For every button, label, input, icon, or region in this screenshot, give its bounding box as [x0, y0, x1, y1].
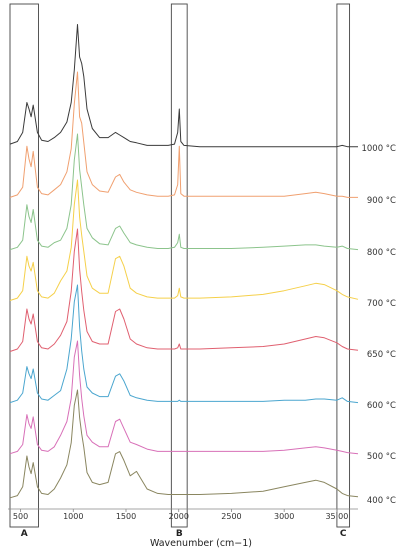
region-label-a: A — [21, 529, 28, 539]
series-label-0: 1000 °C — [361, 144, 396, 154]
series-line-1 — [9, 71, 358, 198]
x-axis-ticks: A B C 500 1000 1500 2000 2500 3000 35 00 — [13, 509, 348, 539]
series-line-6 — [9, 340, 359, 455]
series-line-2 — [9, 133, 359, 251]
series-label-5: 600 °C — [367, 401, 396, 411]
series-line-3 — [9, 179, 359, 301]
region-box-b — [170, 3, 188, 528]
series-label-1: 900 °C — [367, 196, 396, 206]
x-tick-label-6: 35 00 — [325, 512, 348, 521]
series-line-5 — [9, 284, 359, 404]
x-tick-label-2: 1500 — [116, 512, 136, 521]
spectra-series — [9, 24, 359, 499]
series-line-4 — [9, 228, 359, 352]
x-tick-label-4: 2500 — [221, 512, 241, 521]
series-label-3: 700 °C — [367, 299, 396, 309]
region-label-c: C — [340, 529, 347, 539]
x-tick-label-3: 2000 — [169, 512, 189, 521]
series-label-4: 650 °C — [367, 350, 396, 360]
x-tick-label-1: 1000 — [63, 512, 83, 521]
region-box-a — [9, 3, 39, 528]
series-temperature-labels: 1000 °C 900 °C 800 °C 700 °C 650 °C 600 °C 500… — [361, 144, 396, 506]
region-box-c — [336, 3, 351, 528]
series-label-6: 500 °C — [367, 452, 396, 462]
region-boxes — [9, 3, 351, 528]
x-tick-label-0: 500 — [13, 512, 28, 521]
series-label-2: 800 °C — [367, 248, 396, 258]
series-line-7 — [9, 389, 359, 499]
x-tick-label-5: 3000 — [274, 512, 294, 521]
region-label-b: B — [176, 529, 183, 539]
x-axis-title: Wavenumber (cm−1) — [150, 538, 252, 549]
series-label-7: 400 °C — [367, 496, 396, 506]
series-line-0 — [9, 24, 358, 148]
